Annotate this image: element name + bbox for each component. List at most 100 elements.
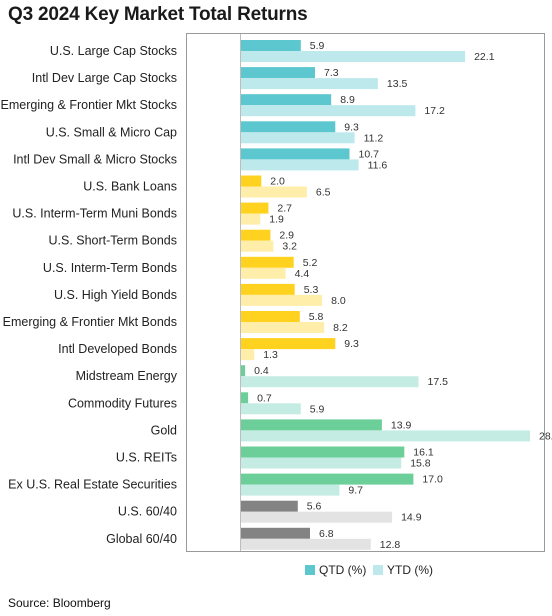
category-label: U.S. Interm-Term Muni Bonds <box>12 207 177 221</box>
category-label: Midstream Energy <box>76 369 178 383</box>
legend-swatch-qtd <box>305 565 315 575</box>
value-label-qtd: 5.2 <box>303 257 318 269</box>
value-label-ytd: 22.1 <box>474 51 495 63</box>
value-label-ytd: 4.4 <box>295 268 310 280</box>
bar-qtd <box>241 148 350 160</box>
bar-ytd <box>241 159 359 171</box>
category-label: U.S. High Yield Bonds <box>54 288 177 302</box>
value-label-ytd: 12.8 <box>380 539 401 551</box>
value-labels: 5.9 22.1 7.3 13.5 8.9 17.2 9.3 11.2 10.711.6 2.0 6… <box>254 40 552 551</box>
value-label-ytd: 28.5 <box>539 430 552 442</box>
value-label-ytd: 13.5 <box>387 78 408 90</box>
source-note: Source: Bloomberg <box>8 596 111 610</box>
value-label-qtd: 5.3 <box>304 284 319 296</box>
category-labels: U.S. Large Cap Stocks Intl Dev Large Cap … <box>1 44 178 546</box>
value-label-qtd: 7.3 <box>324 67 339 79</box>
value-label-ytd: 17.5 <box>428 376 449 388</box>
category-label: U.S. Short-Term Bonds <box>48 234 177 248</box>
bar-ytd <box>241 430 530 442</box>
bar-qtd <box>241 283 295 295</box>
bar-ytd <box>241 457 402 469</box>
bar-qtd <box>241 527 310 539</box>
bar-qtd <box>241 202 269 214</box>
bar-qtd <box>241 40 301 51</box>
value-label-ytd: 1.9 <box>269 214 284 226</box>
bar-ytd <box>241 78 378 90</box>
category-label: Gold <box>151 423 177 437</box>
bar-ytd <box>241 294 323 306</box>
value-label-qtd: 9.3 <box>344 338 359 350</box>
category-label: U.S. Large Cap Stocks <box>50 44 177 58</box>
value-label-qtd: 8.9 <box>340 94 355 106</box>
value-label-ytd: 8.0 <box>331 295 346 307</box>
value-label-qtd: 6.8 <box>319 528 334 540</box>
bar-ytd <box>241 349 255 361</box>
value-label-qtd: 0.7 <box>257 392 272 404</box>
value-label-qtd: 16.1 <box>413 447 434 459</box>
value-label-qtd: 0.4 <box>254 365 269 377</box>
bar-ytd <box>241 213 261 225</box>
legend-label-ytd: YTD (%) <box>387 563 433 577</box>
value-label-ytd: 15.8 <box>410 458 431 470</box>
value-label-ytd: 9.7 <box>348 485 363 497</box>
legend-swatch-ytd <box>373 565 383 575</box>
bar-qtd <box>241 473 414 485</box>
value-label-qtd: 5.6 <box>307 501 322 513</box>
category-label: Intl Developed Bonds <box>58 342 177 356</box>
bar-qtd <box>241 392 249 404</box>
bar-ytd <box>241 186 307 198</box>
value-label-qtd: 5.8 <box>309 311 324 323</box>
bar-qtd <box>241 338 336 350</box>
bar-qtd <box>241 175 262 187</box>
value-label-qtd: 9.3 <box>344 121 359 133</box>
bar-qtd <box>241 311 300 322</box>
category-label: Intl Dev Large Cap Stocks <box>32 71 177 85</box>
category-label: U.S. Bank Loans <box>83 180 177 194</box>
value-label-qtd: 10.7 <box>359 148 380 160</box>
legend-label-qtd: QTD (%) <box>319 563 366 577</box>
bar-ytd <box>241 51 466 62</box>
value-label-ytd: 11.2 <box>364 132 384 144</box>
category-label: Commodity Futures <box>68 396 177 410</box>
legend: QTD (%) YTD (%) <box>305 563 433 577</box>
bar-qtd <box>241 121 336 133</box>
bar-qtd <box>241 229 271 241</box>
category-label: U.S. REITs <box>116 451 177 465</box>
bar-ytd <box>241 511 393 523</box>
bar-qtd <box>241 67 315 79</box>
value-label-ytd: 8.2 <box>333 322 348 334</box>
bar-ytd <box>241 403 301 415</box>
value-label-ytd: 1.3 <box>263 349 278 361</box>
bar-ytd <box>241 538 371 550</box>
bar-ytd <box>241 267 286 279</box>
category-label: U.S. Small & Micro Cap <box>46 125 177 139</box>
bar-ytd <box>241 322 325 333</box>
category-label: Intl Dev Small & Micro Stocks <box>13 152 177 166</box>
bar-ytd <box>241 484 340 496</box>
category-label: U.S. Interm-Term Bonds <box>43 261 177 275</box>
value-label-qtd: 2.9 <box>279 230 294 242</box>
value-label-ytd: 17.2 <box>424 105 445 117</box>
bar-qtd <box>241 365 246 377</box>
bar-qtd <box>241 419 382 431</box>
bar-ytd <box>241 105 416 117</box>
value-label-qtd: 2.7 <box>277 203 292 215</box>
value-label-qtd: 2.0 <box>270 176 285 188</box>
bar-ytd <box>241 240 274 252</box>
plot-frame <box>186 33 545 552</box>
value-label-ytd: 14.9 <box>401 512 422 524</box>
chart-title: Q3 2024 Key Market Total Returns <box>8 4 308 25</box>
value-label-ytd: 11.6 <box>368 159 388 171</box>
value-label-ytd: 5.9 <box>310 403 325 415</box>
category-label: U.S. 60/40 <box>118 505 177 519</box>
category-label: Ex U.S. Real Estate Securities <box>8 478 177 492</box>
category-label: Global 60/40 <box>106 532 177 546</box>
bar-qtd <box>241 500 298 512</box>
category-label: Emerging & Frontier Mkt Stocks <box>1 98 177 112</box>
category-label: Emerging & Frontier Mkt Bonds <box>3 315 177 329</box>
bar-qtd <box>241 94 332 106</box>
bar-ytd <box>241 132 355 144</box>
bar-qtd <box>241 446 405 458</box>
value-label-qtd: 17.0 <box>422 474 443 486</box>
